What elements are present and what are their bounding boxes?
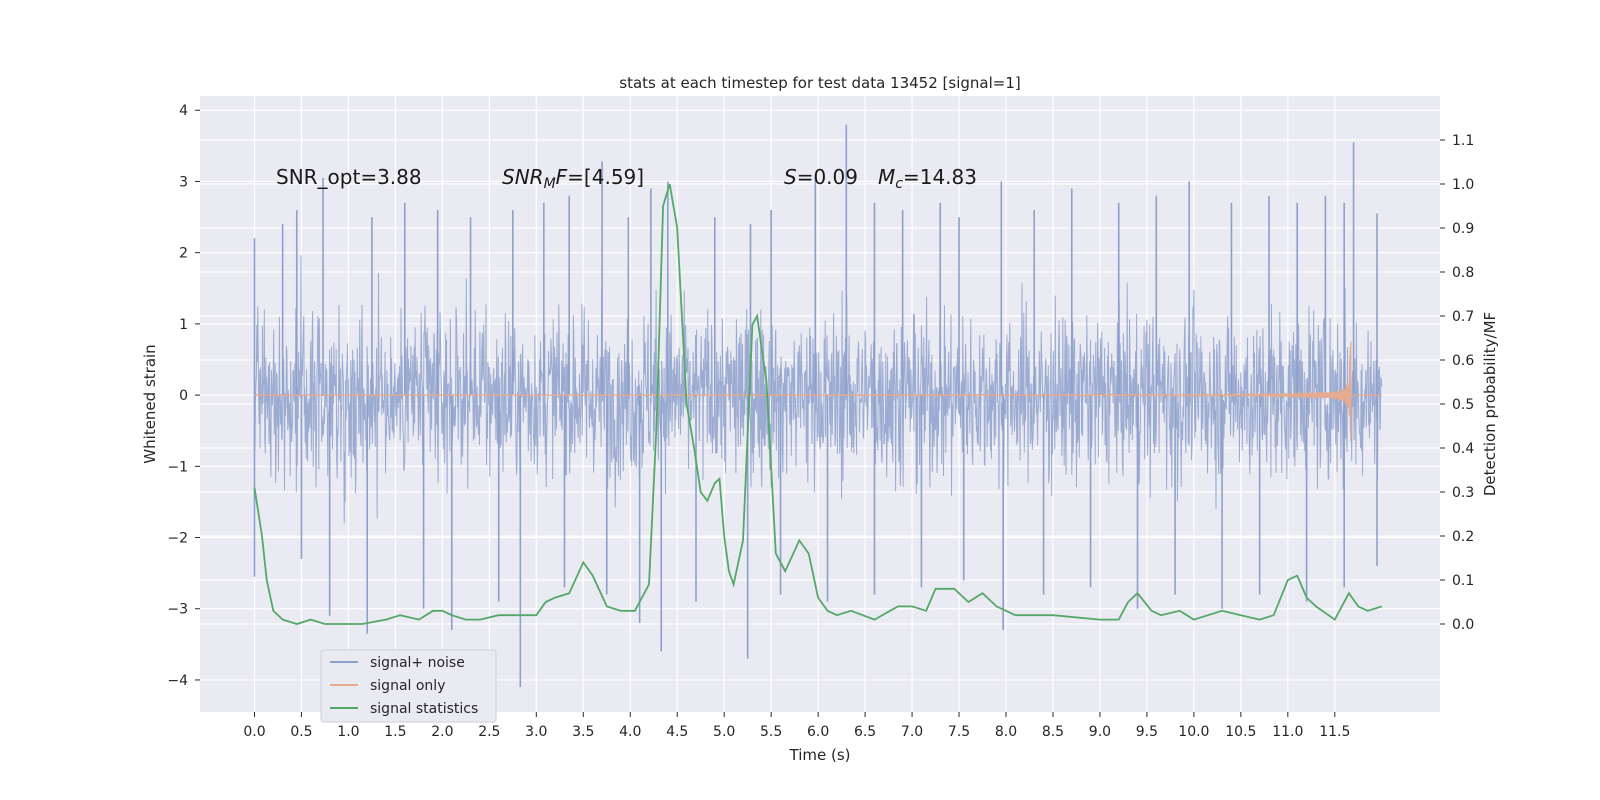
x-tick-label: 4.5 bbox=[666, 724, 688, 740]
y-right-tick-label: 0.7 bbox=[1452, 309, 1474, 325]
y-right-tick-label: 0.1 bbox=[1452, 573, 1474, 589]
x-tick-label: 8.0 bbox=[995, 724, 1017, 740]
series-signal-noise bbox=[253, 124, 1383, 688]
annotation-s-italic: S bbox=[784, 165, 797, 189]
annotation-s-value: =0.09 bbox=[797, 165, 858, 189]
noise-trace bbox=[254, 255, 1383, 524]
x-tick-label: 7.5 bbox=[948, 724, 970, 740]
grid bbox=[200, 96, 1440, 712]
x-tick-label: 2.5 bbox=[478, 724, 500, 740]
y-axis-label-left: Whitened strain bbox=[141, 344, 159, 463]
y-right-tick-label: 0.4 bbox=[1452, 441, 1474, 457]
series-signal-only bbox=[254, 341, 1382, 442]
y-right-tick-label: 0.2 bbox=[1452, 529, 1474, 545]
y-left-tick-label: 0 bbox=[179, 388, 188, 404]
x-tick-label: 6.0 bbox=[807, 724, 829, 740]
x-tick-label: 1.0 bbox=[337, 724, 359, 740]
y-right-tick-label: 0.0 bbox=[1452, 617, 1474, 633]
annotation-snr-mf: SNRMF=[4.59] bbox=[502, 165, 644, 192]
annotation-mc-sub: c bbox=[895, 176, 903, 192]
x-tick-label: 10.5 bbox=[1225, 724, 1256, 740]
y-left-tick-label: 1 bbox=[179, 317, 188, 333]
annotation-mc-value: =14.83 bbox=[903, 165, 977, 189]
y-left-tick-label: −3 bbox=[167, 602, 188, 618]
chart-title: stats at each timestep for test data 134… bbox=[619, 74, 1020, 92]
y-left-tick-label: 4 bbox=[179, 103, 188, 119]
y-right-tick-label: 0.6 bbox=[1452, 353, 1474, 369]
annotation-mc: Mc=14.83 bbox=[878, 165, 977, 192]
y-left-tick-label: −1 bbox=[167, 459, 188, 475]
annotation-snr-mf-italic2: F bbox=[556, 165, 568, 189]
legend-label-signal-noise: signal+ noise bbox=[370, 655, 465, 671]
x-tick-label: 5.0 bbox=[713, 724, 735, 740]
signal-trace bbox=[254, 341, 1382, 442]
x-tick-label: 11.0 bbox=[1272, 724, 1303, 740]
statistics-trace bbox=[253, 183, 1383, 625]
y-axis-label-right: Detection probability/MF bbox=[1481, 312, 1499, 496]
annotation-s: S=0.09 bbox=[784, 165, 858, 189]
x-tick-label: 7.0 bbox=[901, 724, 923, 740]
y-right-tick-label: 1.1 bbox=[1452, 133, 1474, 149]
y-right-tick-label: 0.5 bbox=[1452, 397, 1474, 413]
annotation-snr-mf-value: =[4.59] bbox=[567, 165, 644, 189]
x-tick-label: 11.5 bbox=[1319, 724, 1350, 740]
ticks: 0.0 0.5 1.0 1.5 2.0 2.5 3.0 3.5 4.0 4.5 5.0 5.5 6.0 6… bbox=[167, 103, 1474, 740]
y-left-tick-label: 3 bbox=[179, 174, 188, 190]
y-right-tick-label: 0.9 bbox=[1452, 221, 1474, 237]
x-axis-label: Time (s) bbox=[789, 746, 851, 764]
y-left-tick-label: 2 bbox=[179, 246, 188, 262]
x-tick-label: 10.0 bbox=[1178, 724, 1209, 740]
annotation-snr-mf-italic: SNR bbox=[502, 165, 544, 189]
legend: signal+ noise signal only signal statist… bbox=[320, 649, 497, 723]
y-right-tick-label: 0.8 bbox=[1452, 265, 1474, 281]
x-tick-label: 0.5 bbox=[290, 724, 312, 740]
annotation-mc-italic: M bbox=[878, 165, 895, 189]
y-left-tick-label: −4 bbox=[167, 673, 188, 689]
x-tick-label: 1.5 bbox=[384, 724, 406, 740]
x-tick-label: 8.5 bbox=[1042, 724, 1064, 740]
x-tick-label: 3.0 bbox=[525, 724, 547, 740]
x-tick-label: 3.5 bbox=[572, 724, 594, 740]
x-tick-label: 9.0 bbox=[1089, 724, 1111, 740]
x-tick-label: 4.0 bbox=[619, 724, 641, 740]
series-signal-statistics bbox=[253, 183, 1383, 625]
x-tick-label: 6.5 bbox=[854, 724, 876, 740]
annotation-snr-opt: SNR_opt=3.88 bbox=[276, 165, 422, 189]
x-tick-label: 0.0 bbox=[243, 724, 265, 740]
annotation-snr-mf-sub: M bbox=[544, 176, 556, 192]
x-tick-label: 9.5 bbox=[1136, 724, 1158, 740]
x-tick-label: 2.0 bbox=[431, 724, 453, 740]
y-right-tick-label: 1.0 bbox=[1452, 177, 1474, 193]
y-left-tick-label: −2 bbox=[167, 531, 188, 547]
legend-box bbox=[320, 649, 497, 723]
legend-label-signal-only: signal only bbox=[370, 678, 445, 694]
y-right-tick-label: 0.3 bbox=[1452, 485, 1474, 501]
x-tick-label: 5.5 bbox=[760, 724, 782, 740]
legend-label-signal-statistics: signal statistics bbox=[370, 701, 478, 717]
